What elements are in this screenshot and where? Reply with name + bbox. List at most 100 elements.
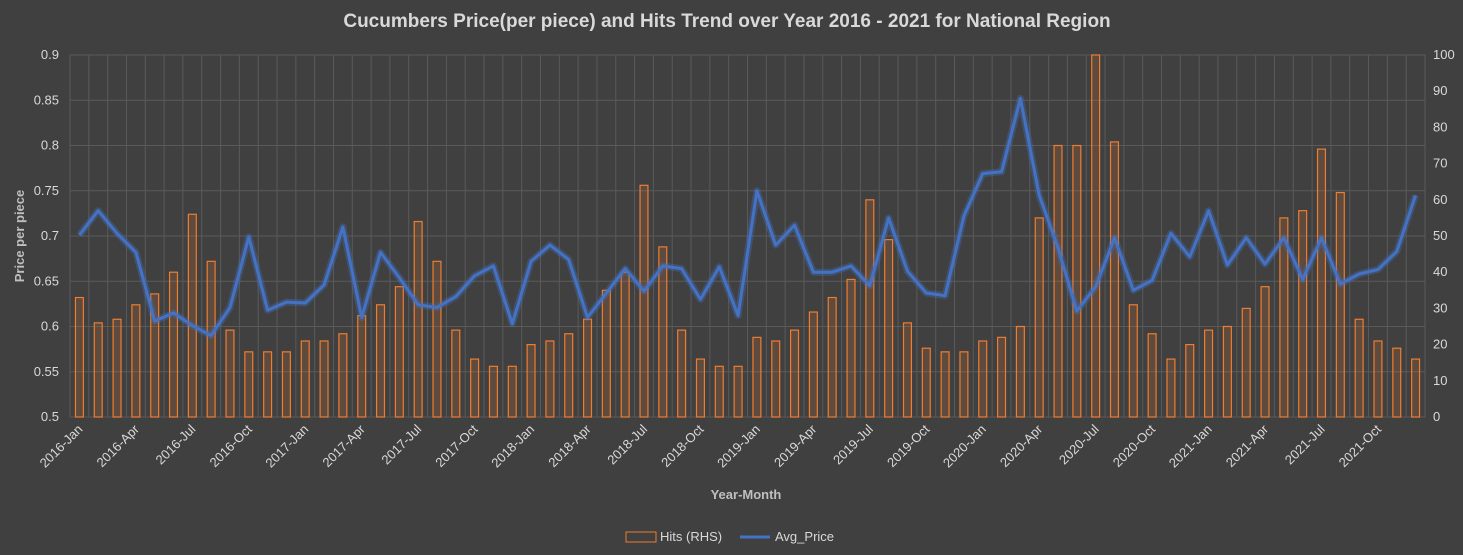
y-tick-label: 0.75 bbox=[34, 183, 59, 198]
hits-bar bbox=[1166, 358, 1176, 418]
hits-bar bbox=[1204, 329, 1214, 418]
y2-tick-label: 90 bbox=[1433, 83, 1447, 98]
hits-bar bbox=[959, 351, 969, 418]
x-tick-label: 2020-Oct bbox=[1110, 421, 1159, 470]
y-tick-label: 0.5 bbox=[41, 409, 59, 424]
hits-bar bbox=[1147, 333, 1157, 418]
hits-bar bbox=[225, 329, 235, 418]
x-tick-label: 2018-Jul bbox=[604, 421, 650, 467]
hits-bar bbox=[1109, 141, 1120, 418]
hits-bar bbox=[413, 220, 423, 418]
hits-bar bbox=[1298, 210, 1308, 418]
hits-bar bbox=[187, 213, 197, 418]
hits-bar bbox=[902, 322, 913, 418]
gridlines bbox=[69, 54, 1426, 418]
y-tick-label: 0.6 bbox=[41, 319, 59, 334]
hits-bar bbox=[375, 304, 386, 418]
x-tick-label: 2018-Jan bbox=[488, 422, 537, 471]
x-tick-label: 2018-Oct bbox=[658, 421, 707, 470]
x-tick-label: 2018-Apr bbox=[545, 421, 594, 470]
hits-bar bbox=[507, 365, 517, 418]
x-tick-label: 2017-Oct bbox=[432, 421, 481, 470]
hits-bar bbox=[432, 260, 442, 418]
x-tick-label: 2016-Apr bbox=[94, 421, 143, 470]
y2-tick-label: 0 bbox=[1433, 409, 1440, 424]
y2-tick-label: 30 bbox=[1433, 300, 1447, 315]
hits-bar bbox=[1392, 347, 1402, 418]
hits-bar bbox=[846, 278, 856, 418]
hits-bar bbox=[978, 340, 988, 418]
hits-bar bbox=[940, 351, 950, 418]
x-axis-title: Year-Month bbox=[711, 487, 782, 502]
hits-bar bbox=[1316, 148, 1327, 418]
hits-bar bbox=[93, 322, 103, 418]
hits-bar bbox=[695, 358, 706, 418]
y2-tick-label: 80 bbox=[1433, 119, 1447, 134]
x-tick-label: 2020-Jul bbox=[1056, 421, 1102, 467]
price-line bbox=[76, 94, 1419, 340]
x-tick-label: 2021-Jul bbox=[1282, 421, 1328, 467]
hits-bar bbox=[1128, 304, 1138, 418]
x-tick-label: 2021-Oct bbox=[1336, 421, 1385, 470]
x-tick-label: 2019-Oct bbox=[884, 421, 933, 470]
x-tick-label: 2021-Jan bbox=[1166, 422, 1215, 471]
hits-bar bbox=[620, 271, 630, 418]
y2-tick-label: 50 bbox=[1433, 228, 1447, 243]
x-tick-label: 2021-Apr bbox=[1223, 421, 1272, 470]
y-tick-label: 0.65 bbox=[34, 273, 59, 288]
price-line-path bbox=[78, 96, 1418, 338]
hits-bar bbox=[1091, 54, 1101, 418]
hits-bar bbox=[733, 365, 743, 418]
legend-swatch-hits bbox=[625, 531, 657, 543]
hits-bar bbox=[677, 329, 687, 418]
hits-bar bbox=[1222, 325, 1232, 418]
x-tick-label: 2016-Oct bbox=[206, 421, 255, 470]
hits-bar bbox=[394, 286, 404, 418]
y2-tick-label: 20 bbox=[1433, 337, 1447, 352]
y-tick-label: 0.9 bbox=[41, 47, 59, 62]
hits-bar bbox=[300, 340, 310, 418]
hits-bar bbox=[281, 351, 291, 418]
y-tick-label: 0.8 bbox=[41, 138, 59, 153]
hits-bar bbox=[789, 329, 800, 418]
legend-label-hits: Hits (RHS) bbox=[660, 529, 722, 544]
hits-bar bbox=[451, 329, 461, 418]
x-tick-label: 2016-Jul bbox=[153, 421, 199, 467]
hits-bar bbox=[206, 260, 216, 418]
hits-bar bbox=[1279, 217, 1289, 418]
hits-bar bbox=[1260, 286, 1270, 418]
hits-bar bbox=[827, 296, 837, 418]
left-axis-ticks: 0.5 0.55 0.6 0.65 0.7 0.75 0.8 0.85 0.9 bbox=[34, 47, 59, 424]
hits-bar bbox=[545, 340, 555, 418]
y2-tick-label: 100 bbox=[1433, 47, 1455, 62]
x-tick-label: 2016-Jan bbox=[37, 422, 86, 471]
y2-tick-label: 60 bbox=[1433, 192, 1447, 207]
x-tick-label: 2020-Apr bbox=[997, 421, 1046, 470]
y-tick-label: 0.55 bbox=[34, 364, 59, 379]
y-tick-label: 0.7 bbox=[41, 228, 59, 243]
x-axis-ticks: 2016-Jan 2016-Apr 2016-Jul 2016-Oct 2017-Jan… bbox=[37, 421, 1385, 470]
hits-bar bbox=[488, 365, 498, 418]
hits-bar bbox=[808, 311, 818, 418]
hits-bar bbox=[1335, 191, 1345, 418]
x-tick-label: 2017-Jul bbox=[378, 421, 424, 467]
x-tick-label: 2019-Jul bbox=[830, 421, 876, 467]
hits-bar bbox=[112, 318, 122, 418]
y-tick-label: 0.85 bbox=[34, 92, 59, 107]
hits-bar bbox=[357, 315, 367, 418]
hits-bar bbox=[168, 271, 179, 418]
hits-bar bbox=[263, 351, 273, 418]
y2-tick-label: 40 bbox=[1433, 264, 1447, 279]
hits-bar bbox=[150, 293, 160, 418]
hits-bar bbox=[1354, 318, 1364, 418]
hits-bar bbox=[1411, 358, 1421, 418]
right-axis-ticks: 0 10 20 30 40 50 60 70 80 90 100 bbox=[1433, 47, 1455, 424]
hits-bar bbox=[470, 358, 480, 418]
hits-bar bbox=[658, 246, 668, 418]
x-tick-label: 2017-Jan bbox=[262, 422, 311, 471]
hits-bar bbox=[639, 184, 649, 418]
hits-bars bbox=[74, 54, 1421, 418]
hits-bar bbox=[771, 340, 781, 418]
y2-tick-label: 70 bbox=[1433, 156, 1447, 171]
